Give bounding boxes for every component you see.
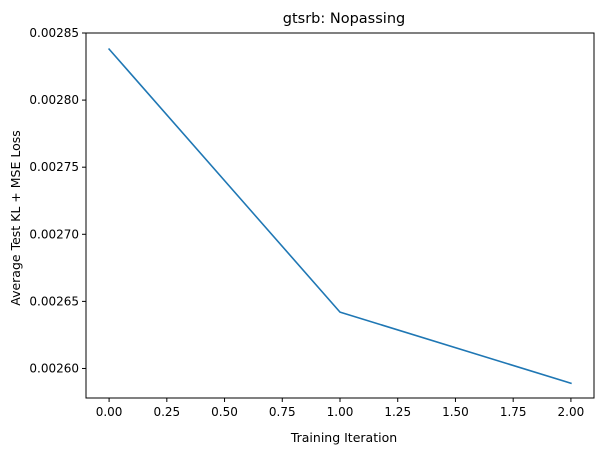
y-tick-label: 0.00260 (29, 361, 79, 375)
x-tick-label: 1.25 (384, 405, 411, 419)
y-tick-label: 0.00265 (29, 294, 79, 308)
x-tick-label: 0.50 (211, 405, 238, 419)
series-line (107, 47, 572, 385)
y-tick-label: 0.00280 (29, 93, 79, 107)
x-axis-ticks: 0.00 0.25 0.50 0.75 1.00 1.25 1.50 1.75 2.00 (96, 398, 585, 419)
plot-border (85, 32, 595, 399)
y-axis-ticks: 0.00260 0.00265 0.00270 0.00275 0.00280 0.002… (29, 26, 86, 375)
y-axis-label: Average Test KL + MSE Loss (8, 130, 23, 305)
x-tick-label: 1.00 (327, 405, 354, 419)
y-tick-label: 0.00275 (29, 160, 79, 174)
series-layer (107, 47, 572, 385)
y-tick-label: 0.00270 (29, 227, 79, 241)
y-tick-label: 0.00285 (29, 26, 79, 40)
x-tick-label: 2.00 (558, 405, 585, 419)
x-axis-label: Training Iteration (290, 430, 397, 445)
chart-title: gtsrb: Nopassing (283, 11, 405, 27)
x-tick-label: 0.25 (153, 405, 180, 419)
x-tick-label: 0.75 (269, 405, 296, 419)
x-tick-label: 1.75 (500, 405, 527, 419)
x-tick-label: 1.50 (442, 405, 469, 419)
plot-frame (85, 32, 595, 399)
x-tick-label: 0.00 (96, 405, 123, 419)
